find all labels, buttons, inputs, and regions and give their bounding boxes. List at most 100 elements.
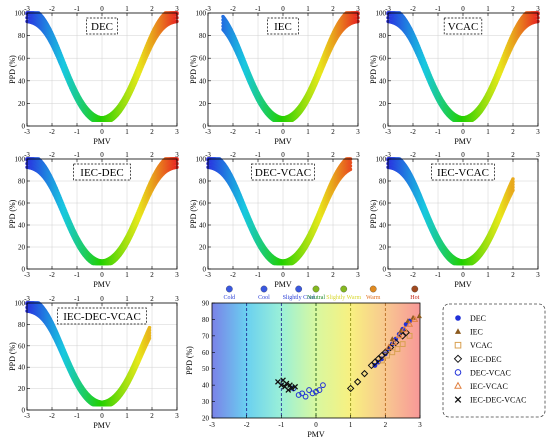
title-box: [86, 17, 118, 35]
x-tick-label-bottom: 1: [306, 128, 310, 136]
x-tick-label-top: -1: [435, 5, 441, 13]
y-tick-label: 20: [18, 100, 26, 108]
x-axis-label: PMV: [274, 137, 292, 146]
panel-title: VCAC: [448, 21, 479, 33]
x-tick-label-top: -2: [49, 151, 55, 159]
y-tick-label: 60: [18, 55, 26, 63]
x-tick-label-bottom: -2: [49, 128, 55, 136]
x-tick-label-top: -3: [24, 151, 30, 159]
x-tick-label-top: 3: [175, 151, 179, 159]
y-tick-label: 0: [383, 123, 387, 131]
y-tick-label: 80: [18, 178, 26, 186]
x-tick-label-bottom: 2: [150, 128, 154, 136]
y-tick-label: 40: [18, 77, 26, 85]
y-tick-label: 20: [379, 100, 387, 108]
y-tick-label: 60: [379, 55, 387, 63]
panel-title: IEC: [274, 21, 292, 33]
x-tick-label-bottom: -3: [24, 128, 30, 136]
x-tick-label-top: 0: [461, 5, 465, 13]
x-tick-label-top: 3: [356, 5, 360, 13]
x-tick-label-bottom: 1: [125, 271, 129, 279]
y-tick-label: 60: [18, 200, 26, 208]
y-axis-label: PPD (%): [8, 55, 17, 84]
x-tick-label-top: -1: [74, 5, 80, 13]
x-tick-label-bottom: -1: [255, 128, 261, 136]
x-tick-label-bottom: 3: [175, 271, 179, 279]
panel-vcac: -3 -3 -2 -2 -1 -1 0 0 1 1 2 2 3 3 0 20 40 60 80 100 PMV PPD (…: [369, 5, 540, 146]
y-tick-label: 80: [379, 32, 387, 40]
x-tick-label-top: 3: [175, 5, 179, 13]
panel-title: IEC-DEC: [80, 167, 123, 179]
x-tick-label-top: 1: [306, 5, 310, 13]
y-tick-label: 0: [22, 123, 26, 131]
x-tick-label-bottom: -1: [435, 128, 441, 136]
x-tick-label-bottom: 1: [125, 128, 129, 136]
y-tick-label: 100: [15, 10, 26, 18]
x-tick-label-bottom: 2: [150, 271, 154, 279]
x-tick-label-bottom: 3: [175, 128, 179, 136]
x-tick-label-bottom: -1: [74, 128, 80, 136]
y-tick-label: 100: [15, 156, 26, 164]
x-tick-label-top: 3: [536, 5, 540, 13]
panel-iec: -3 -3 -2 -2 -1 -1 0 0 1 1 2 2 3 3 0 20 40 60 80 100 PMV PPD (…: [189, 5, 360, 146]
x-tick-label-top: -3: [24, 5, 30, 13]
x-tick-label-bottom: -2: [410, 128, 416, 136]
x-tick-label-bottom: 2: [511, 128, 515, 136]
x-tick-label-top: -1: [74, 151, 80, 159]
x-tick-label-top: 1: [125, 151, 129, 159]
x-tick-label-top: 1: [486, 5, 490, 13]
x-tick-label-top: -3: [385, 5, 391, 13]
x-axis-label: PMV: [454, 137, 472, 146]
x-tick-label-bottom: 3: [536, 128, 540, 136]
panel-title: DEC: [91, 21, 113, 33]
x-tick-label-bottom: 0: [461, 128, 465, 136]
x-tick-label-top: -3: [205, 5, 211, 13]
x-tick-label-top: -1: [255, 5, 261, 13]
panel-iec-dec: -3 -3 -2 -2 -1 -1 0 0 1 1 2 2 3 3 0 20 40 60 80 100 PMV PPD (…: [8, 151, 179, 289]
x-tick-label-bottom: 3: [356, 128, 360, 136]
y-axis-label: PPD (%): [369, 55, 378, 84]
x-tick-label-top: 2: [331, 5, 335, 13]
x-tick-label-bottom: 1: [486, 128, 490, 136]
y-tick-label: 80: [18, 32, 26, 40]
x-tick-label-top: 1: [125, 5, 129, 13]
y-tick-label: 100: [376, 10, 387, 18]
panel-dec: -3 -3 -2 -2 -1 -1 0 0 1 1 2 2 3 3 0 20 40 60 80 100 PMV PPD (…: [8, 5, 179, 146]
y-tick-label: 20: [199, 100, 207, 108]
x-tick-label-top: -2: [410, 5, 416, 13]
x-tick-label-bottom: -3: [24, 271, 30, 279]
x-tick-label-bottom: -1: [74, 271, 80, 279]
x-axis-label: PMV: [93, 137, 111, 146]
x-axis-label: PMV: [93, 280, 111, 289]
y-tick-label: 40: [18, 222, 26, 230]
x-tick-label-top: 0: [100, 151, 104, 159]
y-axis-label: PPD (%): [189, 55, 198, 84]
x-tick-label-top: 2: [511, 5, 515, 13]
x-tick-label-bottom: -3: [385, 128, 391, 136]
x-tick-label-top: 0: [100, 5, 104, 13]
x-tick-label-top: 2: [150, 151, 154, 159]
y-tick-label: 100: [196, 10, 207, 18]
x-tick-label-top: -2: [49, 5, 55, 13]
x-tick-label-top: 0: [281, 5, 285, 13]
y-tick-label: 0: [22, 266, 26, 274]
x-tick-label-top: -2: [230, 5, 236, 13]
y-tick-label: 80: [199, 32, 207, 40]
x-tick-label-top: 2: [150, 5, 154, 13]
x-tick-label-bottom: 0: [281, 128, 285, 136]
x-tick-label-bottom: 2: [331, 128, 335, 136]
y-tick-label: 0: [203, 123, 207, 131]
y-tick-label: 60: [199, 55, 207, 63]
x-tick-label-bottom: 0: [100, 128, 104, 136]
y-tick-label: 20: [18, 244, 26, 252]
y-tick-label: 40: [379, 77, 387, 85]
y-tick-label: 40: [199, 77, 207, 85]
x-tick-label-bottom: -2: [49, 271, 55, 279]
x-tick-label-bottom: 0: [100, 271, 104, 279]
x-tick-label-bottom: -3: [205, 128, 211, 136]
y-axis-label: PPD (%): [8, 199, 17, 228]
x-tick-label-bottom: -2: [230, 128, 236, 136]
